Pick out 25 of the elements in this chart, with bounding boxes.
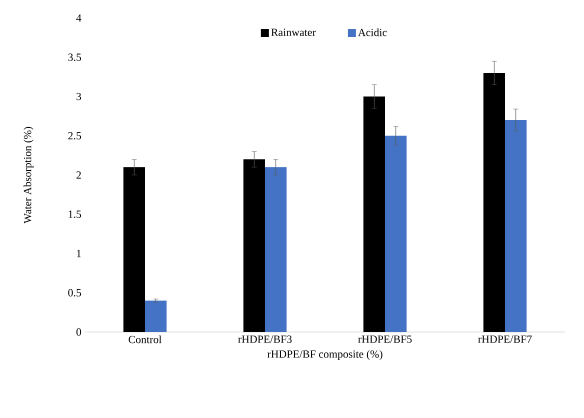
y-tick-label: 2 bbox=[76, 171, 81, 179]
y-axis-title: Water Absorption (%) bbox=[24, 126, 34, 224]
y-tick-label: 3.5 bbox=[68, 54, 82, 61]
y-tick-label: 4 bbox=[76, 14, 82, 22]
y-tick-label: 1.5 bbox=[68, 210, 82, 218]
bar bbox=[385, 136, 407, 332]
legend-label: Acidic bbox=[358, 28, 387, 36]
bar bbox=[265, 167, 287, 332]
x-tick-label: rHDPE/BF7 bbox=[478, 336, 532, 343]
x-tick-label: rHDPE/BF5 bbox=[358, 336, 412, 343]
x-axis-title: rHDPE/BF composite (%) bbox=[267, 350, 382, 360]
y-tick-label: 0.5 bbox=[68, 289, 82, 296]
legend-label: Rainwater bbox=[271, 28, 316, 36]
y-tick-label: 1 bbox=[76, 250, 81, 258]
bar bbox=[145, 300, 167, 332]
y-tick-label: 0 bbox=[76, 328, 82, 336]
bar bbox=[123, 167, 146, 332]
bar bbox=[483, 72, 506, 332]
bar bbox=[363, 96, 386, 332]
y-tick-label: 2.5 bbox=[68, 132, 82, 140]
x-tick-label: rHDPE/BF3 bbox=[238, 336, 292, 343]
bar bbox=[243, 159, 266, 332]
x-tick-label: Control bbox=[128, 336, 162, 344]
bar bbox=[505, 120, 527, 332]
y-tick-label: 3 bbox=[76, 92, 82, 100]
